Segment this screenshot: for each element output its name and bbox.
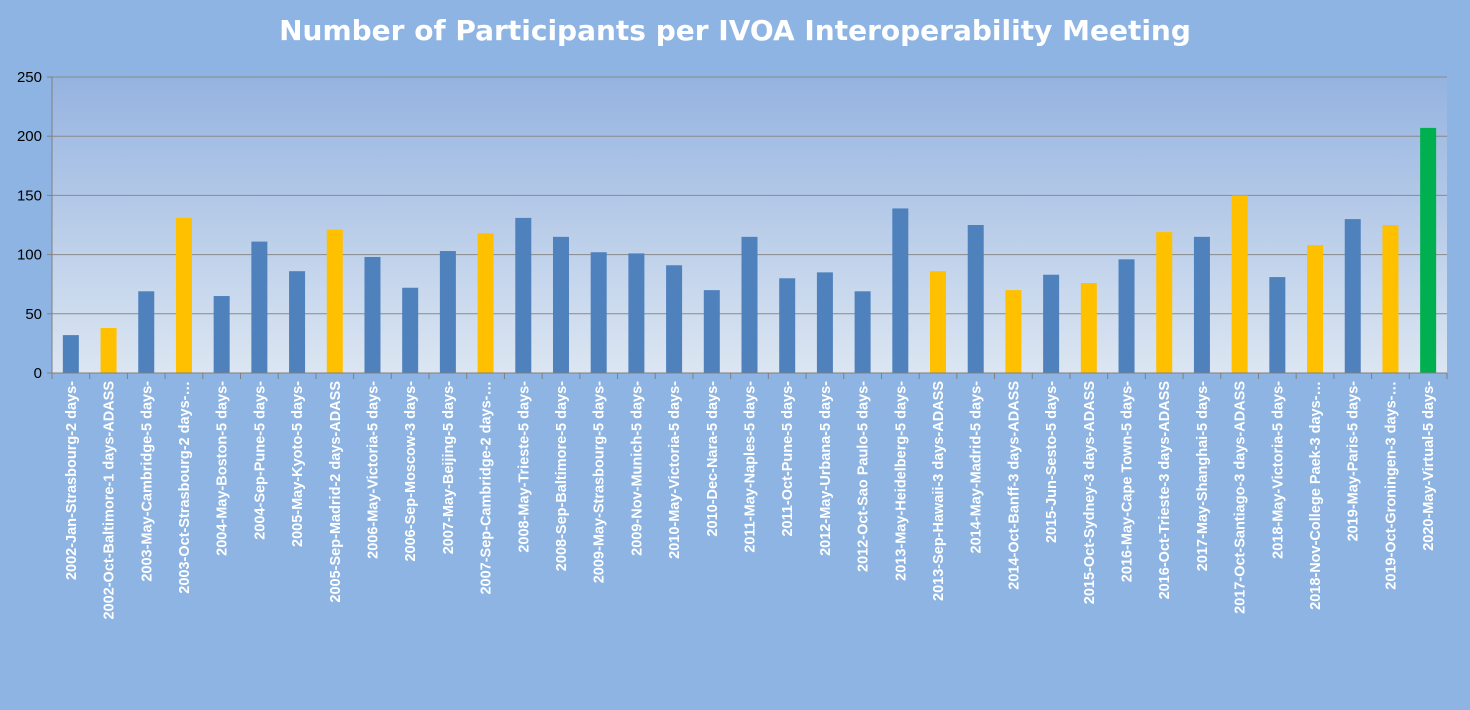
- bar: [175, 217, 192, 373]
- bar: [666, 265, 683, 373]
- bar: [402, 287, 419, 373]
- y-tick-labels: 0 50 100 150 200 250: [17, 69, 42, 382]
- x-tick-labels: 2002-Jan-Strasbourg-2 days- 2002-Oct-Balt…: [64, 381, 1437, 620]
- y-tick-label: 0: [34, 365, 42, 382]
- x-tick-label: 2014-Oct-Banff-3 days-ADASS: [1006, 381, 1022, 590]
- bar: [364, 256, 381, 373]
- x-tick-label: 2006-May-Victoria-5 days-: [365, 381, 381, 559]
- x-tick-label: 2013-Sep-Hawaii-3 days-ADASS: [931, 381, 947, 601]
- bar: [1080, 283, 1097, 373]
- x-tick-label: 2015-Oct-Sydney-3 days-ADASS: [1082, 381, 1098, 605]
- bar: [1420, 127, 1437, 373]
- x-tick-label: 2012-May-Urbana-5 days-: [818, 381, 834, 556]
- x-tick-label: 2018-Nov-College Paek-3 days-…: [1308, 381, 1324, 610]
- bar: [552, 236, 569, 373]
- bar: [439, 251, 456, 373]
- x-tick-label: 2016-Oct-Trieste-3 days-ADASS: [1157, 381, 1173, 600]
- x-tick-label: 2016-May-Cape Town-5 days-: [1120, 381, 1136, 582]
- x-tick-label: 2002-Jan-Strasbourg-2 days-: [64, 381, 80, 580]
- x-tick-label: 2009-May-Strasbourg-5 days-: [592, 381, 608, 583]
- bar: [816, 272, 833, 373]
- bar: [930, 271, 947, 373]
- x-tick-label: 2011-May-Naples-5 days-: [743, 381, 759, 553]
- bar: [1307, 245, 1324, 373]
- bar: [741, 236, 758, 373]
- bar: [100, 328, 117, 373]
- y-tick-label: 50: [25, 306, 42, 323]
- chart-title: Number of Participants per IVOA Interope…: [279, 14, 1191, 47]
- x-tick-label: 2007-Sep-Cambridge-2 days-…: [479, 381, 495, 595]
- x-tick-label: 2004-May-Boston-5 days-: [215, 381, 231, 556]
- bar: [326, 229, 343, 373]
- x-tick-label: 2003-Oct-Strasbourg-2 days-…: [177, 381, 193, 594]
- x-tick-label: 2012-Oct-Sao Paulo-5 days-: [856, 381, 872, 572]
- bar: [1118, 259, 1135, 373]
- x-tick-label: 2005-Sep-Madrid-2 days-ADASS: [328, 381, 344, 603]
- bar: [138, 291, 155, 373]
- x-tick-label: 2005-May-Kyoto-5 days-: [290, 381, 306, 547]
- gridlines: [47, 76, 1448, 379]
- y-tick-label: 100: [17, 247, 42, 264]
- bar: [854, 291, 871, 373]
- bars: [62, 127, 1437, 373]
- bar: [1005, 290, 1022, 373]
- bar: [967, 225, 984, 373]
- x-tick-label: 2008-Sep-Baltimore-5 days-: [554, 381, 570, 571]
- bar: [892, 208, 909, 373]
- bar: [779, 278, 796, 373]
- x-tick-label: 2015-Jun-Sesto-5 days-: [1044, 381, 1060, 543]
- bar: [477, 233, 494, 373]
- bar: [1231, 195, 1248, 373]
- x-tick-label: 2013-May-Heidelberg-5 days-: [893, 381, 909, 581]
- bar: [1156, 232, 1173, 373]
- bar: [1344, 219, 1361, 373]
- x-tick-label: 2018-May-Victoria-5 days-: [1270, 381, 1286, 559]
- x-tick-label: 2017-May-Shanghai-5 days-: [1195, 381, 1211, 571]
- x-tick-label: 2008-May-Trieste-5 days-: [516, 381, 532, 553]
- bar: [289, 271, 306, 373]
- x-tick-label: 2003-May-Cambridge-5 days-: [139, 381, 155, 582]
- x-tick-label: 2017-Oct-Santiago-3 days-ADASS: [1233, 381, 1249, 614]
- x-tick-label: 2004-Sep-Pune-5 days-: [252, 381, 268, 540]
- x-tick-label: 2019-Oct-Groningen-3 days-…: [1383, 381, 1399, 590]
- x-tick-label: 2007-May-Beijing-5 days-: [441, 381, 457, 554]
- y-tick-label: 250: [17, 69, 42, 86]
- x-tick-label: 2011-Oct-Pune-5 days-: [780, 381, 796, 537]
- bar: [590, 252, 607, 373]
- bar: [628, 253, 645, 373]
- axes: [51, 77, 1447, 374]
- x-tick-label: 2010-May-Victoria-5 days-: [667, 381, 683, 559]
- x-tick-label: 2020-May-Virtual-5 days-: [1421, 381, 1437, 551]
- bar: [1193, 236, 1210, 373]
- bar: [213, 296, 230, 373]
- x-tick-label: 2014-May-Madrid-5 days-: [969, 381, 985, 554]
- bar: [1269, 277, 1286, 373]
- x-tick-label: 2002-Oct-Baltimore-1 days-ADASS: [102, 381, 118, 620]
- x-tick-label: 2019-May-Paris-5 days-: [1346, 381, 1362, 542]
- bar: [1043, 274, 1060, 373]
- bar: [251, 241, 268, 373]
- x-tick-label: 2009-Nov-Munich-5 days-: [629, 381, 645, 556]
- bar: [62, 335, 79, 373]
- x-tick-label: 2010-Dec-Nara-5 days-: [705, 381, 721, 537]
- x-tick-label: 2006-Sep-Moscow-3 days-: [403, 381, 419, 562]
- bar: [703, 290, 720, 373]
- bar: [1382, 225, 1399, 373]
- bar: [515, 217, 532, 373]
- y-tick-label: 150: [17, 187, 42, 204]
- y-tick-label: 200: [17, 128, 42, 145]
